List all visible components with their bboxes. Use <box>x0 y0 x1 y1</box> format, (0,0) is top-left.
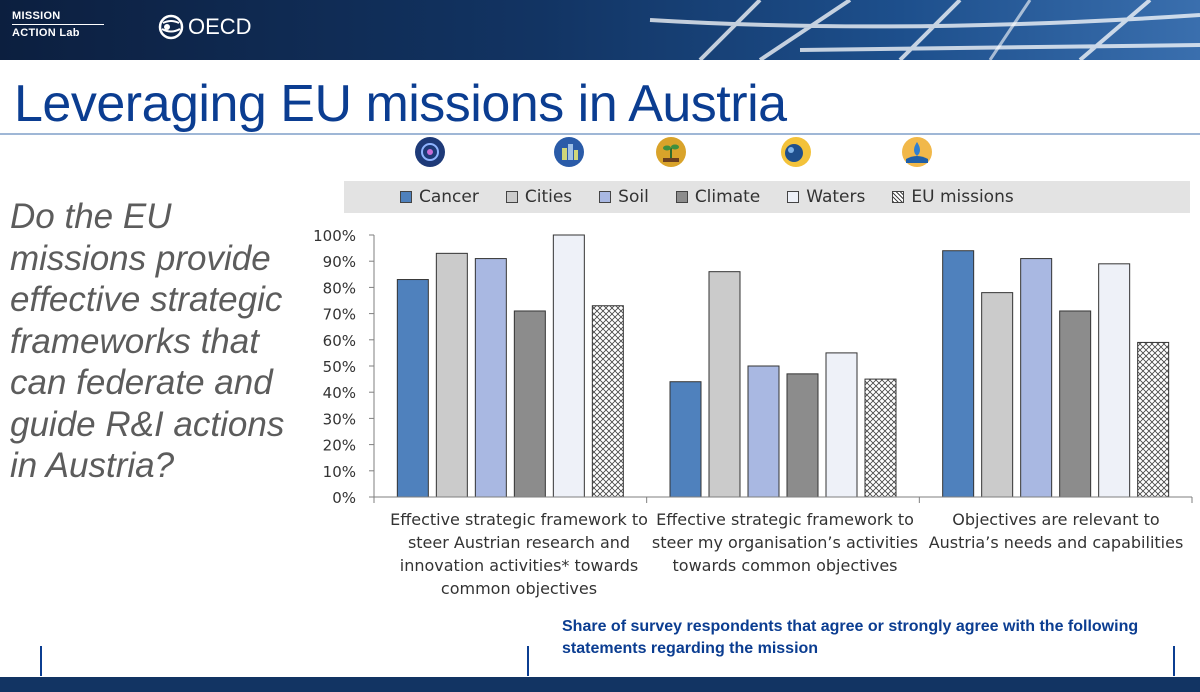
legend-label-cities: Cities <box>524 187 573 207</box>
legend-item-soil: Soil <box>599 187 649 207</box>
footer-marker-right <box>1173 646 1175 676</box>
y-tick-label: 10% <box>323 463 356 481</box>
legend-swatch-cancer <box>400 191 412 203</box>
bar-cities-cat2 <box>981 292 1014 498</box>
legend-label-soil: Soil <box>618 187 649 207</box>
cities-mission-icon <box>554 137 584 167</box>
category-label-1: Effective strategic framework to steer m… <box>651 510 919 575</box>
soil-mission-icon <box>656 137 686 167</box>
y-tick-label: 40% <box>323 384 356 402</box>
legend-label-climate: Climate <box>694 187 761 207</box>
footer-marker-left <box>40 646 42 676</box>
y-tick-label: 0% <box>332 489 356 503</box>
legend-swatch-waters <box>787 191 800 203</box>
legend-label-waters: Waters <box>806 187 866 207</box>
category-label-2: Objectives are relevant to Austria’s nee… <box>928 510 1184 552</box>
research-question: Do the EU missions provide effective str… <box>10 197 285 485</box>
y-tick-label: 90% <box>323 253 356 271</box>
legend-item-waters: Waters <box>787 187 865 207</box>
y-tick-label: 70% <box>323 306 356 324</box>
y-tick-label: 20% <box>323 437 356 455</box>
oecd-globe-icon <box>158 14 184 40</box>
cancer-mission-icon <box>415 137 445 167</box>
y-tick-label: 60% <box>323 332 356 350</box>
bar-cities-cat1 <box>708 271 741 498</box>
chart-legend: Cancer Cities Soil Climate Waters EU mis… <box>344 181 1190 213</box>
bar-soil-cat2 <box>1020 258 1053 498</box>
footer-bar <box>0 677 1200 692</box>
bar-cancer-cat0 <box>396 279 429 498</box>
legend-label-eu-missions: EU missions <box>911 187 1014 207</box>
legend-swatch-eu-missions <box>892 191 905 203</box>
bar-eu-missions-cat1 <box>864 378 897 498</box>
chart-axes <box>369 234 1193 503</box>
climate-mission-icon <box>781 137 811 167</box>
legend-item-climate: Climate <box>675 187 761 207</box>
page-title: Leveraging EU missions in Austria <box>14 75 787 133</box>
legend-swatch-soil <box>599 191 612 203</box>
legend-item-eu-missions: EU missions <box>892 187 1014 207</box>
chart-bars <box>396 234 1170 498</box>
bar-waters-cat1 <box>825 352 858 498</box>
legend-item-cities: Cities <box>505 187 573 207</box>
title-divider <box>0 133 1200 135</box>
y-axis-tick-labels: 0% 10% 20% 30% 40% 50% 60% 70% 80% 90% 100% <box>313 227 356 503</box>
category-label-0: Effective strategic framework to steer A… <box>390 510 648 598</box>
y-tick-label: 80% <box>323 279 356 297</box>
oecd-logo: OECD <box>158 14 252 40</box>
bar-waters-cat0 <box>552 234 585 498</box>
bar-eu-missions-cat2 <box>1137 341 1170 498</box>
mission-action-lab-logo: MISSION ACTION Lab <box>12 10 104 40</box>
waters-mission-icon <box>902 137 932 167</box>
legend-swatch-cities <box>505 191 518 203</box>
bar-chart: 0% 10% 20% 30% 40% 50% 60% 70% 80% 90% 100% <box>313 227 1193 503</box>
mission-icons-row <box>0 134 1200 174</box>
bar-climate-cat1 <box>786 373 819 498</box>
bar-eu-missions-cat0 <box>591 305 624 498</box>
bar-climate-cat2 <box>1059 310 1092 498</box>
bar-waters-cat2 <box>1098 263 1131 498</box>
legend-swatch-climate <box>675 191 688 203</box>
bar-soil-cat1 <box>747 365 780 498</box>
chart-footnote: Share of survey respondents that agree o… <box>562 618 1139 657</box>
y-tick-label: 50% <box>323 358 356 376</box>
legend-item-cancer: Cancer <box>400 187 479 207</box>
y-tick-label: 30% <box>323 410 356 428</box>
bar-cancer-cat2 <box>942 250 975 498</box>
bar-cities-cat0 <box>435 252 468 498</box>
footer-marker-middle <box>527 646 529 676</box>
bar-cancer-cat1 <box>669 381 702 498</box>
legend-label-cancer: Cancer <box>419 187 479 207</box>
y-tick-label: 100% <box>313 227 356 245</box>
banner-grid-decoration <box>649 0 1200 60</box>
bar-soil-cat0 <box>474 258 507 498</box>
header-banner: MISSION ACTION Lab OECD <box>0 0 1200 60</box>
bar-climate-cat0 <box>513 310 546 498</box>
